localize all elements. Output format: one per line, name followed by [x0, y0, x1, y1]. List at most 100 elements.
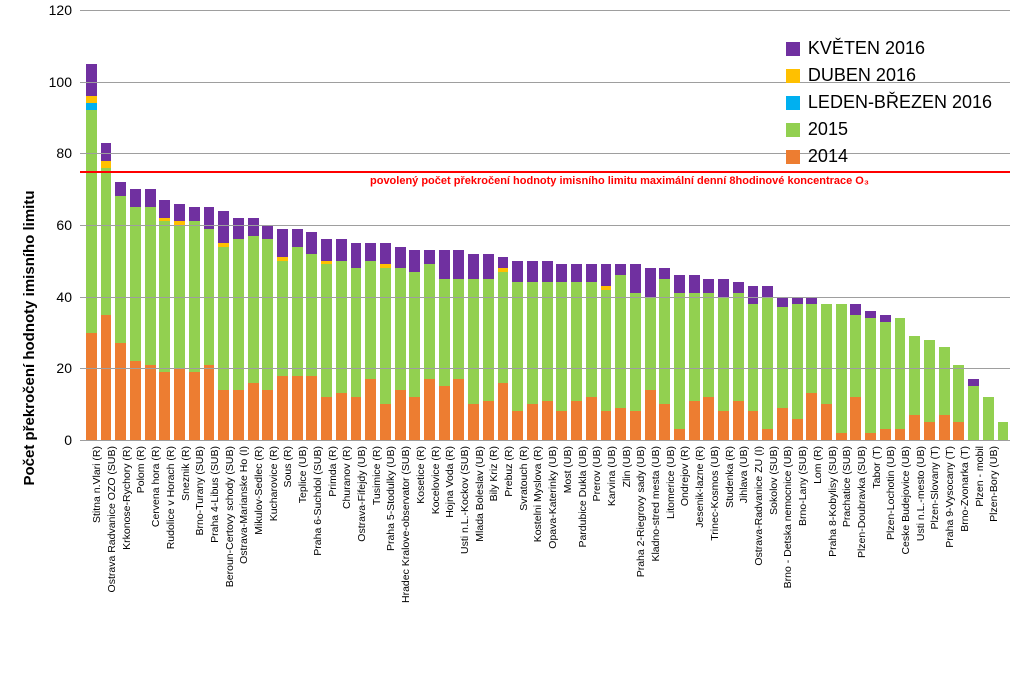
x-label-slot: Brno - Detska nemocnice (UB): [775, 442, 790, 672]
bar: [968, 379, 979, 440]
bar: [262, 225, 273, 440]
legend-item: KVĚTEN 2016: [786, 38, 992, 59]
bar-segment-y2015: [983, 397, 994, 440]
bar-segment-y2015: [850, 315, 861, 397]
bar-segment-may: [248, 218, 259, 236]
bar: [615, 264, 626, 440]
bar-segment-y2015: [542, 282, 553, 400]
bar-segment-apr: [101, 161, 112, 168]
bar-segment-y2014: [777, 408, 788, 440]
x-label-slot: Praha 4-Libus (SUB): [202, 442, 217, 672]
bar-segment-y2014: [718, 411, 729, 440]
bar-segment-may: [674, 275, 685, 293]
bar: [321, 239, 332, 440]
bar-segment-may: [703, 279, 714, 293]
x-label-slot: [996, 442, 1011, 672]
bar: [601, 264, 612, 440]
bar-segment-y2015: [777, 307, 788, 407]
bar-segment-may: [748, 286, 759, 304]
x-label-slot: Tusimice (R): [363, 442, 378, 672]
bar-segment-y2014: [483, 401, 494, 440]
x-label-slot: Mikulov-Sedlec (R): [246, 442, 261, 672]
bar: [233, 218, 244, 440]
bar-segment-may: [689, 275, 700, 293]
x-label-slot: Praha 8-Kobylisy (SUB): [819, 442, 834, 672]
gridline: [80, 225, 1010, 226]
bar-segment-y2015: [86, 110, 97, 332]
bar: [336, 239, 347, 440]
bar: [395, 247, 406, 441]
legend-swatch: [786, 96, 800, 110]
y-axis-title: Počet překročení hodnoty imisního limitu: [21, 190, 38, 485]
x-label-slot: Praha 6-Suchdol (SUB): [305, 442, 320, 672]
bar: [468, 254, 479, 440]
bar-segment-y2015: [762, 297, 773, 430]
bar: [351, 243, 362, 440]
bar-segment-y2014: [351, 397, 362, 440]
bar-segment-y2015: [953, 365, 964, 422]
bar: [498, 257, 509, 440]
bar-segment-may: [483, 254, 494, 279]
bar-segment-y2014: [527, 404, 538, 440]
bar-segment-may: [615, 264, 626, 275]
bar: [689, 275, 700, 440]
bar-segment-y2015: [998, 422, 1009, 440]
x-label-slot: Plzen-Slovany (T): [922, 442, 937, 672]
bar: [115, 182, 126, 440]
bar: [86, 64, 97, 440]
bar-segment-y2014: [542, 401, 553, 440]
x-label-slot: Kocelovice (R): [422, 442, 437, 672]
bar-segment-may: [306, 232, 317, 254]
x-label-slot: Litomerice (UB): [657, 442, 672, 672]
bar-segment-y2014: [865, 433, 876, 440]
bar-segment-y2015: [453, 279, 464, 379]
x-label-slot: Primda (R): [319, 442, 334, 672]
bar: [218, 211, 229, 440]
bar-segment-y2014: [895, 429, 906, 440]
bar-segment-y2014: [189, 372, 200, 440]
bar: [983, 397, 994, 440]
bar-segment-y2015: [306, 254, 317, 376]
bar-segment-may: [262, 225, 273, 239]
bar-segment-y2015: [909, 336, 920, 415]
bar-segment-y2015: [792, 304, 803, 419]
bar-segment-y2014: [101, 315, 112, 440]
legend-label: KVĚTEN 2016: [808, 38, 925, 59]
bar-segment-y2015: [615, 275, 626, 408]
bar-segment-y2014: [733, 401, 744, 440]
bar-segment-may: [762, 286, 773, 297]
bar-segment-may: [571, 264, 582, 282]
bar: [306, 232, 317, 440]
legend-item: LEDEN-BŘEZEN 2016: [786, 92, 992, 113]
bar-segment-y2015: [439, 279, 450, 387]
bar: [895, 318, 906, 440]
bar: [645, 268, 656, 440]
bar-segment-y2014: [498, 383, 509, 440]
chart-container: Počet překročení hodnoty imisního limitu…: [0, 0, 1023, 675]
bar: [424, 250, 435, 440]
bar-segment-may: [968, 379, 979, 386]
bar-segment-y2014: [262, 390, 273, 440]
bar-segment-y2015: [895, 318, 906, 429]
bar: [630, 264, 641, 440]
bar-segment-y2014: [130, 361, 141, 440]
bar: [292, 229, 303, 440]
bar-segment-y2015: [586, 282, 597, 397]
x-label-slot: Studenka (R): [716, 442, 731, 672]
gridline: [80, 440, 1010, 441]
bar: [880, 315, 891, 440]
bar-segment-y2014: [586, 397, 597, 440]
bar-segment-may: [130, 189, 141, 207]
bar-segment-y2014: [292, 376, 303, 441]
bar: [703, 279, 714, 440]
bar-segment-y2014: [703, 397, 714, 440]
bar-segment-y2014: [659, 404, 670, 440]
bar-segment-may: [145, 189, 156, 207]
x-label-slot: Rudolice v Horach (R): [158, 442, 173, 672]
bar-segment-may: [277, 229, 288, 258]
bar-segment-may: [409, 250, 420, 272]
bar: [571, 264, 582, 440]
x-label-slot: Jesenik-lazne (R): [687, 442, 702, 672]
bar: [248, 218, 259, 440]
x-label-slot: Kostelni Myslova (R): [525, 442, 540, 672]
